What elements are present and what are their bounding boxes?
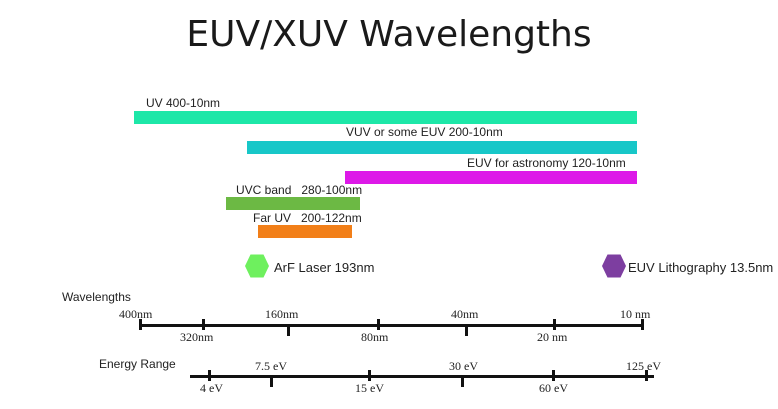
band-label-euv-astronomy: EUV for astronomy 120-10nm (467, 156, 626, 170)
energy-tick-label: 4 eV (200, 381, 223, 395)
wavelength-tick-label: 20 nm (537, 330, 568, 344)
wavelength-tick (287, 325, 290, 336)
band-bar-uvc (226, 197, 360, 210)
energy-tick (552, 370, 555, 381)
wavelength-tick (377, 319, 380, 330)
band-bar-far-uv (258, 225, 352, 238)
euv-lithography-hexagon-icon (602, 254, 626, 278)
band-bar-euv-astronomy (345, 171, 637, 184)
energy-tick (461, 376, 464, 387)
band-bar-vuv (247, 141, 637, 154)
energy-tick-label: 30 eV (449, 359, 478, 373)
energy-tick-label: 125 eV (626, 359, 661, 373)
wavelength-axis-title: Wavelengths (62, 290, 131, 304)
wavelength-tick (465, 325, 468, 336)
wavelength-tick (641, 319, 644, 330)
energy-tick-label: 7.5 eV (255, 359, 287, 373)
band-label-far-uv: Far UV 200-122nm (253, 211, 362, 225)
euv-lithography-label: EUV Lithography 13.5nm (628, 260, 774, 275)
band-label-uv: UV 400-10nm (146, 96, 221, 110)
energy-tick (368, 370, 371, 381)
wavelength-tick (553, 319, 556, 330)
wavelength-tick-label: 320nm (180, 330, 214, 344)
arf-laser-label: ArF Laser 193nm (274, 260, 375, 275)
band-label-vuv: VUV or some EUV 200-10nm (346, 125, 503, 139)
wavelength-tick-label: 40nm (451, 307, 479, 321)
wavelength-tick-label: 10 nm (620, 307, 651, 321)
arf-laser-hexagon-icon (245, 254, 269, 278)
energy-axis-title: Energy Range (99, 357, 176, 371)
energy-tick (208, 370, 211, 381)
energy-tick-label: 60 eV (539, 381, 568, 395)
energy-tick (270, 376, 273, 387)
wavelength-tick (139, 319, 142, 330)
energy-tick (645, 370, 648, 381)
wavelength-tick-label: 400nm (119, 307, 153, 321)
band-bar-uv (134, 111, 637, 124)
energy-tick-label: 15 eV (355, 381, 384, 395)
wavelength-tick (202, 319, 205, 330)
energy-axis-line (190, 375, 654, 378)
wavelength-axis-line (140, 324, 644, 327)
wavelength-tick-label: 80nm (361, 330, 389, 344)
wavelength-tick-label: 160nm (265, 307, 299, 321)
band-label-uvc: UVC band 280-100nm (236, 183, 363, 197)
page-title: EUV/XUV Wavelengths (186, 14, 592, 55)
